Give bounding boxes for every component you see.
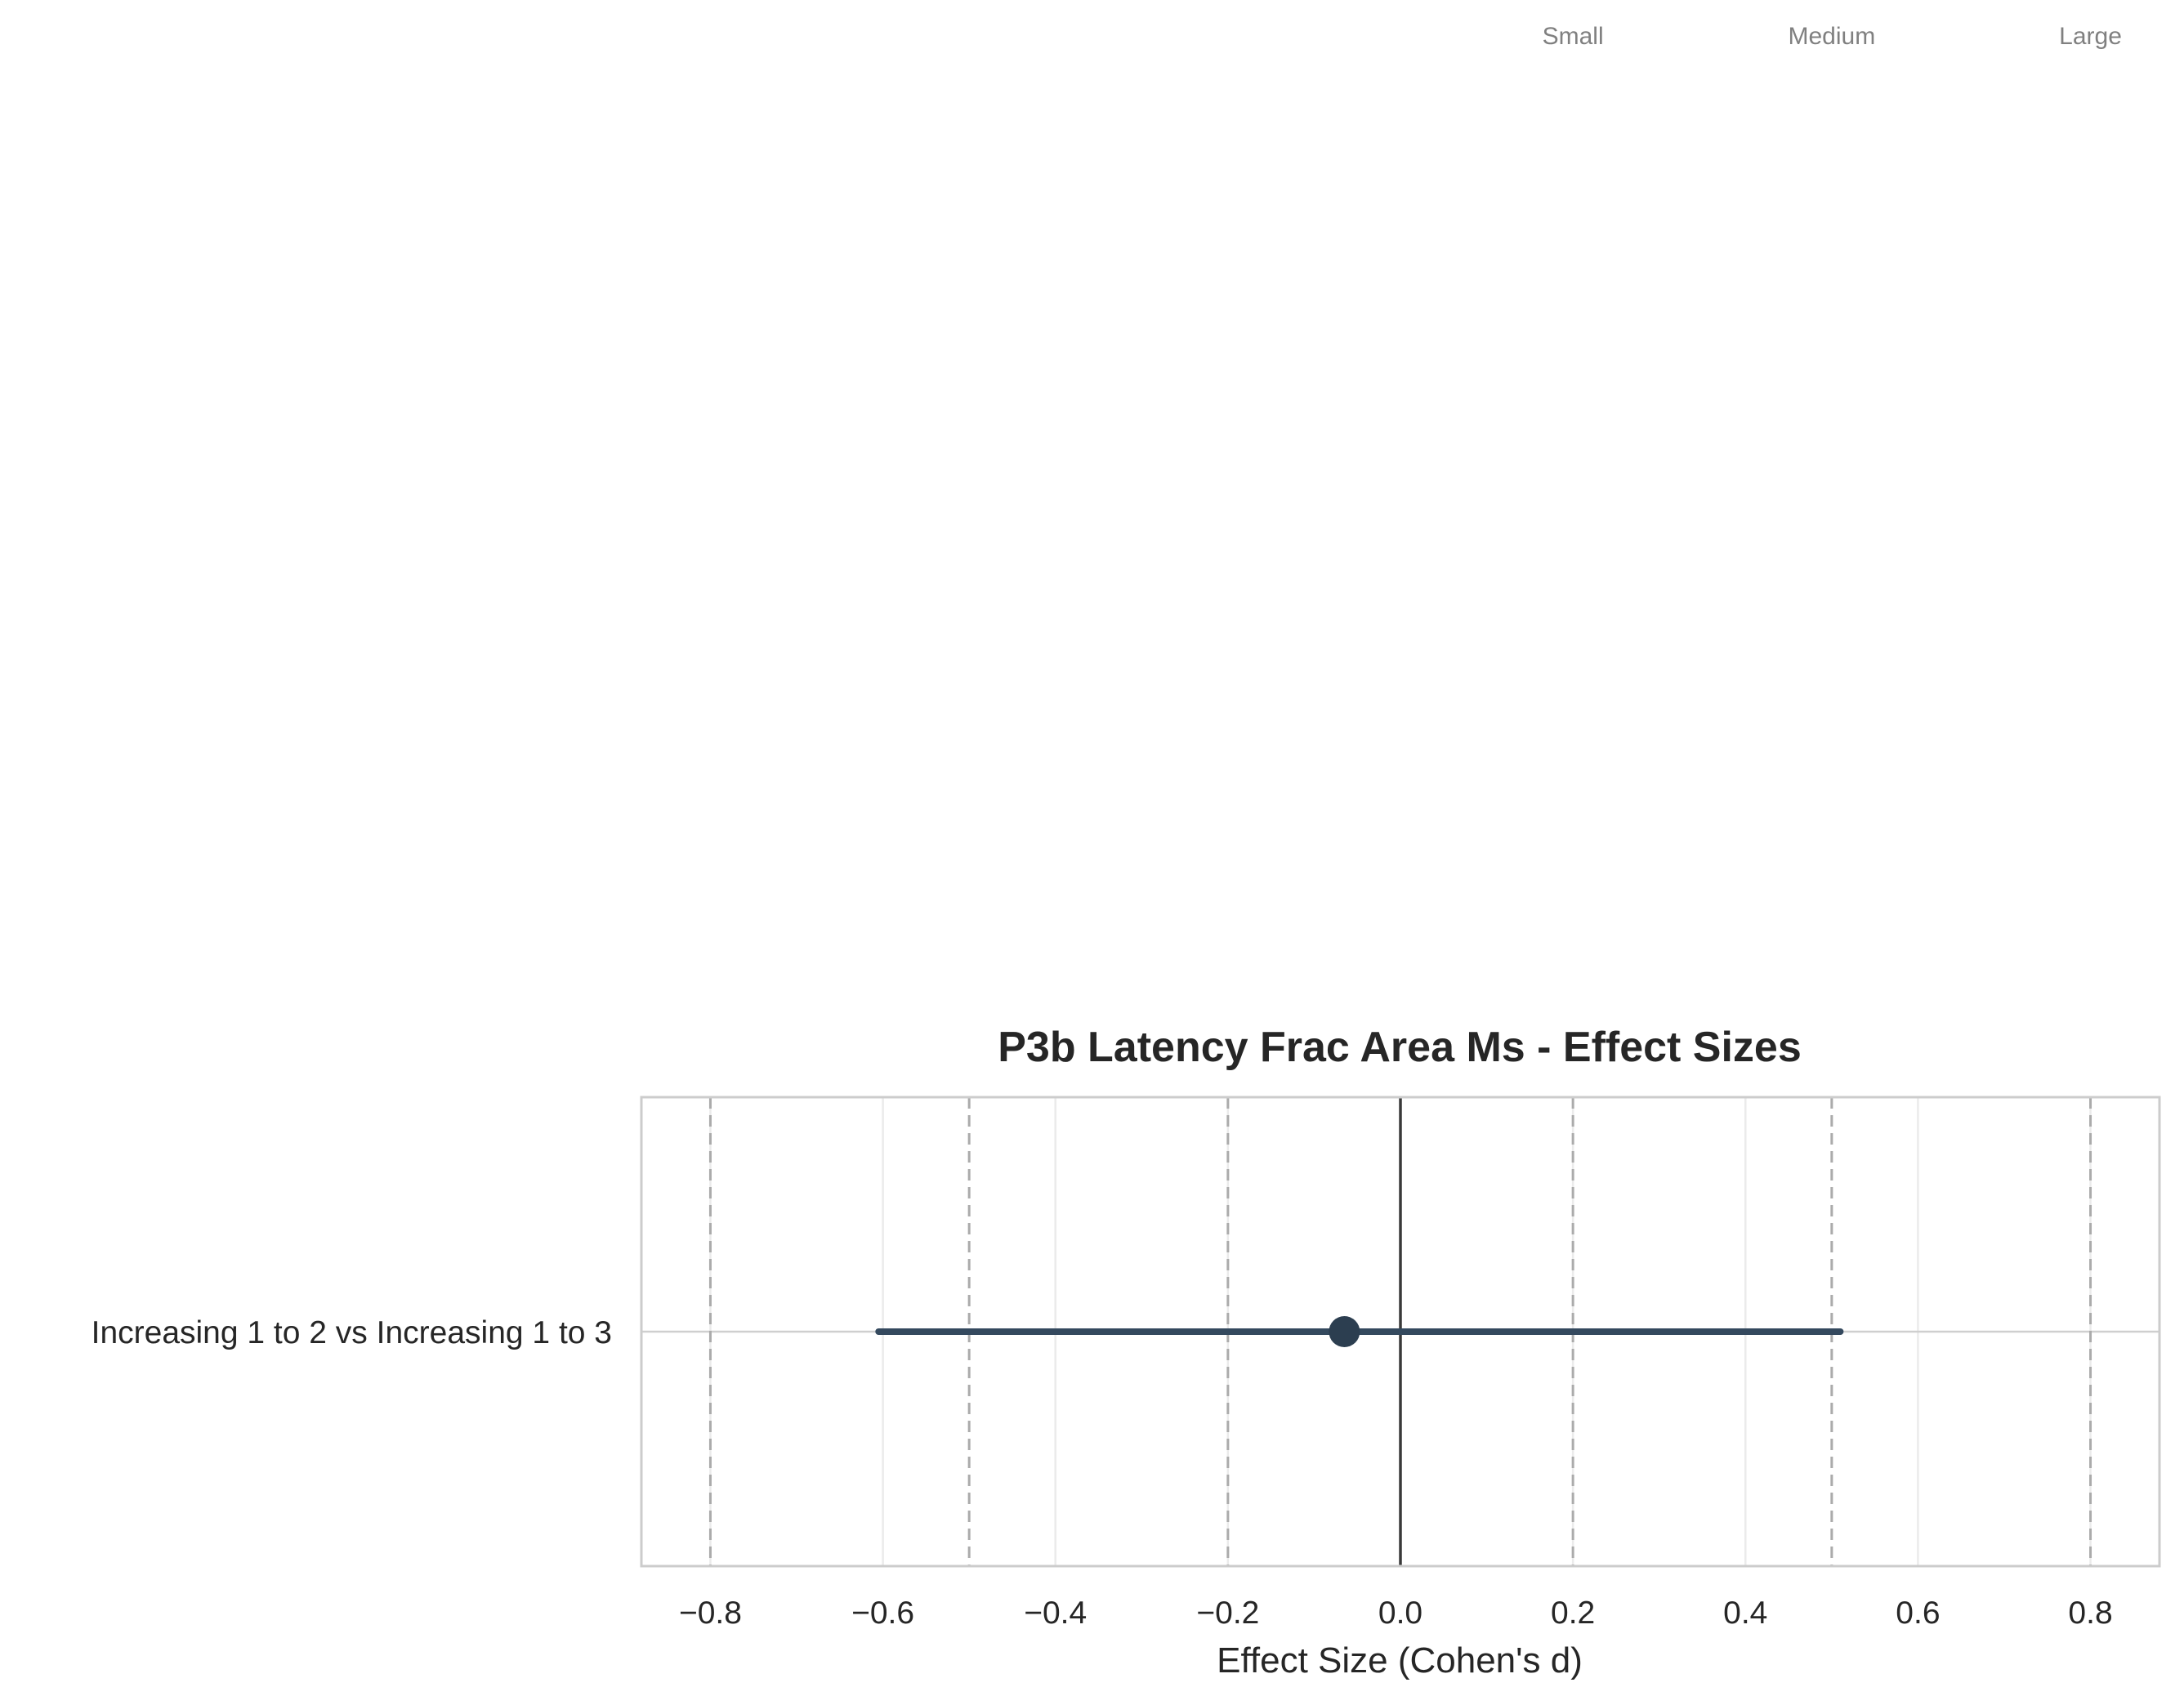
reference-label: Small [1543,23,1604,50]
category-label: Increasing 1 to 2 vs Increasing 1 to 3 [92,1315,612,1350]
effect-point [1329,1316,1360,1347]
plot-frame [640,1096,2161,1568]
x-tick-label: 0.8 [2068,1596,2112,1631]
x-tick-label: 0.2 [1551,1596,1595,1631]
x-axis-tick-labels: −0.8 −0.6 −0.4 −0.2 0.0 0.2 0.4 0.6 0.8 [679,1596,2113,1631]
x-axis-label: Effect Size (Cohen's d) [1217,1640,1583,1680]
reference-label: Large [2059,23,2122,50]
chart-title: P3b Latency Frac Area Ms - Effect Sizes [998,1024,1802,1071]
x-tick-label: −0.8 [679,1596,742,1631]
x-tick-label: −0.6 [851,1596,914,1631]
y-axis-labels: Increasing 1 to 2 vs Increasing 1 to 3 [92,1315,612,1350]
reference-label: Medium [1788,23,1875,50]
reference-labels: Small Medium Large [1543,23,2122,50]
x-tick-label: 0.6 [1896,1596,1940,1631]
x-tick-label: 0.4 [1723,1596,1767,1631]
x-tick-label: −0.2 [1196,1596,1259,1631]
x-tick-label: 0.0 [1378,1596,1423,1631]
x-tick-label: −0.4 [1024,1596,1087,1631]
plot-area [640,1096,2161,1568]
data-marks [875,1316,1844,1347]
